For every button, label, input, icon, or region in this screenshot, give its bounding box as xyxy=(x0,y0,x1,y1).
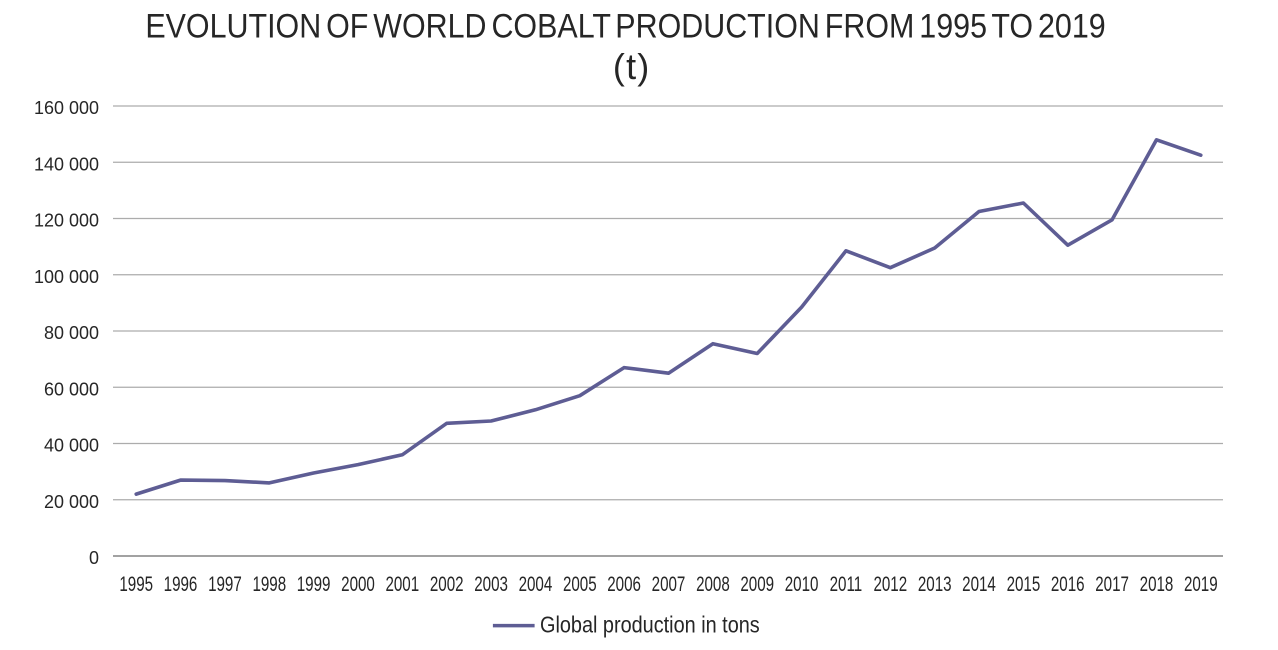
svg-text:2015: 2015 xyxy=(1007,571,1041,595)
svg-text:2002: 2002 xyxy=(430,571,464,595)
svg-text:2008: 2008 xyxy=(696,571,730,595)
svg-text:2001: 2001 xyxy=(385,571,419,595)
svg-text:160 000: 160 000 xyxy=(34,97,99,118)
svg-text:2019: 2019 xyxy=(1184,571,1218,595)
svg-text:100 000: 100 000 xyxy=(34,265,99,286)
svg-text:1997: 1997 xyxy=(208,571,242,595)
svg-text:2009: 2009 xyxy=(740,571,774,595)
svg-text:1995: 1995 xyxy=(119,571,153,595)
svg-text:120 000: 120 000 xyxy=(34,209,99,230)
svg-text:140 000: 140 000 xyxy=(34,153,99,174)
svg-text:(t): (t) xyxy=(613,46,651,87)
svg-text:80 000: 80 000 xyxy=(44,322,99,343)
svg-text:2007: 2007 xyxy=(652,571,686,595)
svg-text:2003: 2003 xyxy=(474,571,508,595)
svg-text:2004: 2004 xyxy=(519,571,553,595)
svg-text:2017: 2017 xyxy=(1095,571,1129,595)
svg-text:60 000: 60 000 xyxy=(44,378,99,399)
svg-text:Global production in tons: Global production in tons xyxy=(540,611,760,638)
svg-text:2010: 2010 xyxy=(785,571,819,595)
svg-text:2005: 2005 xyxy=(563,571,597,595)
svg-text:2013: 2013 xyxy=(918,571,952,595)
svg-text:2018: 2018 xyxy=(1140,571,1174,595)
svg-text:1996: 1996 xyxy=(164,571,198,595)
svg-text:1999: 1999 xyxy=(297,571,331,595)
svg-text:2016: 2016 xyxy=(1051,571,1085,595)
svg-text:2012: 2012 xyxy=(873,571,907,595)
svg-text:2000: 2000 xyxy=(341,571,375,595)
svg-text:EVOLUTION OF WORLD COBALT PROD: EVOLUTION OF WORLD COBALT PRODUCTION FRO… xyxy=(145,7,1105,45)
svg-text:20 000: 20 000 xyxy=(44,490,99,511)
svg-text:2006: 2006 xyxy=(607,571,641,595)
svg-text:1998: 1998 xyxy=(252,571,286,595)
svg-text:0: 0 xyxy=(89,547,99,568)
svg-text:2011: 2011 xyxy=(830,571,863,595)
svg-text:40 000: 40 000 xyxy=(44,434,99,455)
svg-text:2014: 2014 xyxy=(962,571,996,595)
